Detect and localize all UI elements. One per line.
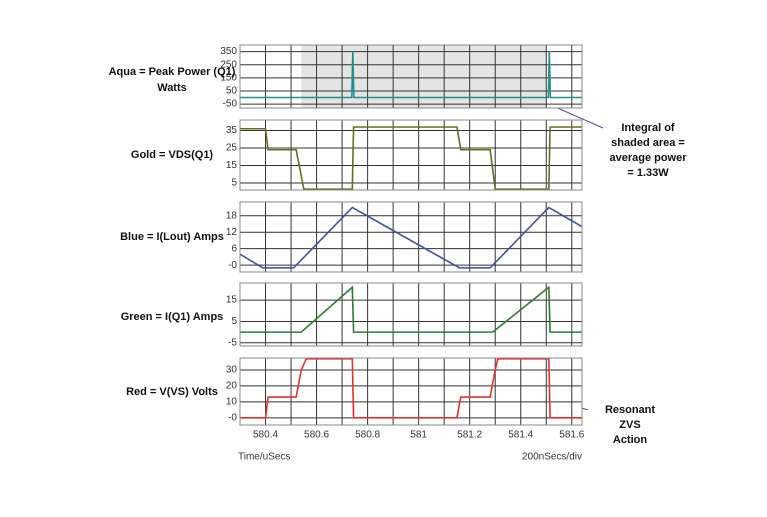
- trace: [240, 51, 582, 99]
- plot-border: [239, 119, 583, 191]
- y-tick-label: -0: [228, 260, 237, 271]
- y-tick-label: 250: [220, 59, 237, 70]
- x-tick-label: 581.4: [508, 430, 533, 441]
- x-tick-label: 580.4: [253, 430, 278, 441]
- x-axis-label: Time/uSecs: [238, 452, 290, 463]
- trace: [240, 357, 582, 419]
- trace: [239, 206, 583, 269]
- annotation: Action: [613, 434, 648, 446]
- annotation: Resonant: [605, 404, 655, 416]
- y-tick-label: 10: [226, 397, 238, 408]
- x-tick-label: 581.2: [457, 430, 482, 441]
- panel-label: Aqua = Peak Power (Q1): [109, 66, 236, 78]
- plot-border: [239, 282, 583, 347]
- x-tick-label: 581: [410, 430, 427, 441]
- y-tick-label: 150: [220, 72, 237, 83]
- plot-border: [239, 44, 583, 109]
- panel-label: Red = V(VS) Volts: [126, 386, 218, 398]
- y-tick-label: -5: [228, 337, 237, 348]
- y-tick-label: 25: [226, 143, 238, 154]
- panel-label: Gold = VDS(Q1): [131, 149, 214, 161]
- y-tick-label: 350: [220, 46, 237, 57]
- plot-border: [239, 201, 583, 273]
- annotation: shaded area =: [611, 137, 685, 149]
- trace: [240, 285, 582, 333]
- y-tick-label: 6: [231, 243, 237, 254]
- x-axis-note: 200nSecs/div: [522, 452, 582, 463]
- panel-label: Green = I(Q1) Amps: [121, 311, 224, 323]
- y-tick-label: 15: [226, 295, 238, 306]
- annotation: = 1.33W: [627, 167, 669, 179]
- panel-label: Watts: [157, 82, 187, 94]
- annotation: average power: [609, 152, 687, 164]
- y-tick-label: 30: [226, 365, 238, 376]
- y-tick-label: 15: [226, 160, 238, 171]
- plot-border: [239, 357, 583, 426]
- annotation: ZVS: [619, 419, 640, 431]
- panel-label: Blue = I(Lout) Amps: [120, 231, 224, 243]
- y-tick-label: 18: [226, 210, 238, 221]
- y-tick-label: 5: [231, 178, 237, 189]
- x-tick-label: 580.8: [355, 430, 380, 441]
- y-tick-label: 12: [226, 227, 238, 238]
- y-tick-label: 20: [226, 381, 238, 392]
- plot-area: [240, 202, 582, 272]
- y-tick-label: -0: [228, 412, 237, 423]
- annotation: Integral of: [621, 122, 675, 134]
- shaded-area: [301, 45, 547, 108]
- x-tick-label: 581.6: [559, 430, 584, 441]
- trace: [240, 126, 582, 190]
- y-tick-label: 50: [226, 86, 238, 97]
- y-tick-label: 5: [231, 316, 237, 327]
- y-tick-label: 35: [226, 125, 238, 136]
- x-tick-label: 580.6: [304, 430, 329, 441]
- y-tick-label: -50: [223, 99, 238, 110]
- plot-area: [240, 283, 582, 346]
